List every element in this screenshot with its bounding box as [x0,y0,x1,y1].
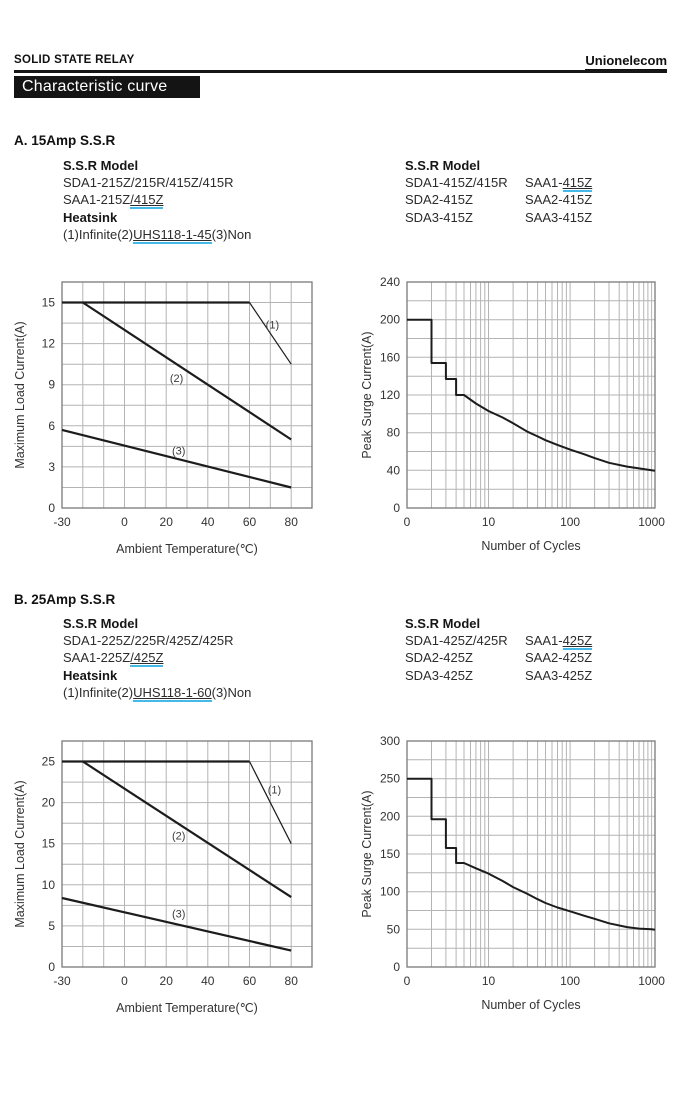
page-title: Characteristic curve [14,76,200,98]
svg-text:0: 0 [404,974,411,988]
table-row: SDA3-415Z SAA3-415Z [405,209,593,225]
table-row: SDA3-425Z SAA3-425Z [405,667,593,683]
svg-text:Peak Surge Current(A): Peak Surge Current(A) [360,331,374,458]
model-line: SDA1-215Z/215R/415Z/415R [63,175,234,191]
model-title: S.S.R Model [63,616,139,631]
svg-text:-30: -30 [53,974,71,988]
chart-peak-surge-15amp: 0 10 100 1000 0 40 80 120 160 200 240 Number of Cyc… [350,268,680,570]
svg-text:5: 5 [48,919,55,933]
ssr-model-block-a: S.S.R Model SDA1-215Z/215R/415Z/415R SAA… [63,157,252,244]
svg-text:0: 0 [48,501,55,515]
svg-text:150: 150 [380,847,400,861]
svg-text:0: 0 [48,960,55,974]
svg-text:0: 0 [404,515,411,529]
svg-text:25: 25 [42,755,56,769]
svg-text:120: 120 [380,388,400,402]
svg-text:9: 9 [48,378,55,392]
svg-text:12: 12 [42,337,56,351]
svg-text:Maximum Load Current(A): Maximum Load Current(A) [13,321,27,468]
svg-text:40: 40 [387,463,401,477]
svg-text:100: 100 [380,885,400,899]
model-link[interactable]: /425Z [130,650,164,668]
svg-text:(1): (1) [268,785,281,797]
heatsink-line: (1)Infinite(2)UHS118-1-60(3)Non [63,684,252,702]
ssr-model-table-b: S.S.R Model SDA1-425Z/425R SAA1-425Z SDA2… [405,615,593,684]
svg-text:200: 200 [380,809,400,823]
svg-text:250: 250 [380,772,400,786]
svg-text:Number of Cycles: Number of Cycles [481,539,580,553]
heatsink-title: Heatsink [63,209,118,225]
model-line: SDA1-225Z/225R/425Z/425R [63,633,234,649]
svg-text:0: 0 [121,515,128,529]
svg-text:40: 40 [201,515,215,529]
heatsink-line: (1)Infinite(2)UHS118-1-45(3)Non [63,226,252,244]
svg-text:0: 0 [393,960,400,974]
model-table-title: S.S.R Model [405,158,481,173]
chart-load-current-15amp: -30 0 20 40 60 80 0 3 6 9 12 15 (1) (2) (3) Ambient Tem… [10,268,340,570]
svg-text:10: 10 [482,974,496,988]
svg-text:80: 80 [285,515,299,529]
model-title: S.S.R Model [63,158,139,173]
svg-text:80: 80 [285,974,299,988]
table-row: SDA1-415Z/415R SAA1-415Z [405,175,593,193]
svg-text:0: 0 [393,501,400,515]
svg-text:10: 10 [42,878,56,892]
svg-text:-30: -30 [53,515,71,529]
svg-text:1000: 1000 [638,974,665,988]
model-table-title: S.S.R Model [405,616,481,631]
chart-peak-surge-25amp: 0 10 100 1000 0 50 100 150 200 250 300 Number of Cy… [350,727,680,1029]
svg-text:0: 0 [121,974,128,988]
svg-text:Maximum Load Current(A): Maximum Load Current(A) [13,780,27,927]
svg-text:Number of Cycles: Number of Cycles [481,998,580,1012]
svg-text:20: 20 [42,796,56,810]
svg-text:Ambient Temperature(℃): Ambient Temperature(℃) [116,542,258,556]
svg-text:100: 100 [560,515,580,529]
svg-text:80: 80 [387,426,401,440]
ssr-model-block-b: S.S.R Model SDA1-225Z/225R/425Z/425R SAA… [63,615,252,702]
heatsink-title: Heatsink [63,667,118,683]
svg-text:100: 100 [560,974,580,988]
heatsink-link[interactable]: UHS118-1-60 [133,684,212,702]
ssr-model-table-a: S.S.R Model SDA1-415Z/415R SAA1-415Z SDA2… [405,157,593,226]
svg-text:50: 50 [387,922,401,936]
svg-text:15: 15 [42,837,56,851]
svg-text:15: 15 [42,296,56,310]
svg-text:(3): (3) [172,909,185,921]
model-line: SAA1-215Z/415Z [63,192,164,210]
table-row: SDA2-415Z SAA2-415Z [405,192,593,208]
chart-load-current-25amp: -30 0 20 40 60 80 0 5 10 15 20 25 (1) (2) (3) Ambient T… [10,727,340,1029]
section-a-heading: A. 15Amp S.S.R [14,133,116,148]
svg-text:60: 60 [243,974,257,988]
model-link[interactable]: 425Z [562,633,593,651]
svg-text:40: 40 [201,974,215,988]
doc-type-label: SOLID STATE RELAY [14,54,135,66]
svg-text:Ambient Temperature(℃): Ambient Temperature(℃) [116,1001,258,1015]
svg-text:20: 20 [160,515,174,529]
svg-text:240: 240 [380,275,400,289]
table-row: SDA1-425Z/425R SAA1-425Z [405,633,593,651]
svg-text:300: 300 [380,734,400,748]
model-line: SAA1-225Z/425Z [63,650,164,668]
svg-text:6: 6 [48,419,55,433]
model-link[interactable]: /415Z [130,192,164,210]
svg-text:(2): (2) [170,373,183,385]
svg-text:(2): (2) [172,831,185,843]
brand-logo-text: Unionelecom [585,53,667,71]
svg-text:3: 3 [48,460,55,474]
svg-text:20: 20 [160,974,174,988]
heatsink-link[interactable]: UHS118-1-45 [133,226,212,244]
svg-text:(3): (3) [172,446,185,458]
svg-text:1000: 1000 [638,515,665,529]
table-row: SDA2-425Z SAA2-425Z [405,650,593,666]
section-b-heading: B. 25Amp S.S.R [14,592,116,607]
model-link[interactable]: 415Z [562,175,593,193]
svg-text:10: 10 [482,515,496,529]
svg-text:(1): (1) [266,320,279,332]
svg-text:160: 160 [380,350,400,364]
svg-text:60: 60 [243,515,257,529]
header-rule [14,70,667,73]
svg-text:Peak Surge Current(A): Peak Surge Current(A) [360,790,374,917]
svg-text:200: 200 [380,313,400,327]
